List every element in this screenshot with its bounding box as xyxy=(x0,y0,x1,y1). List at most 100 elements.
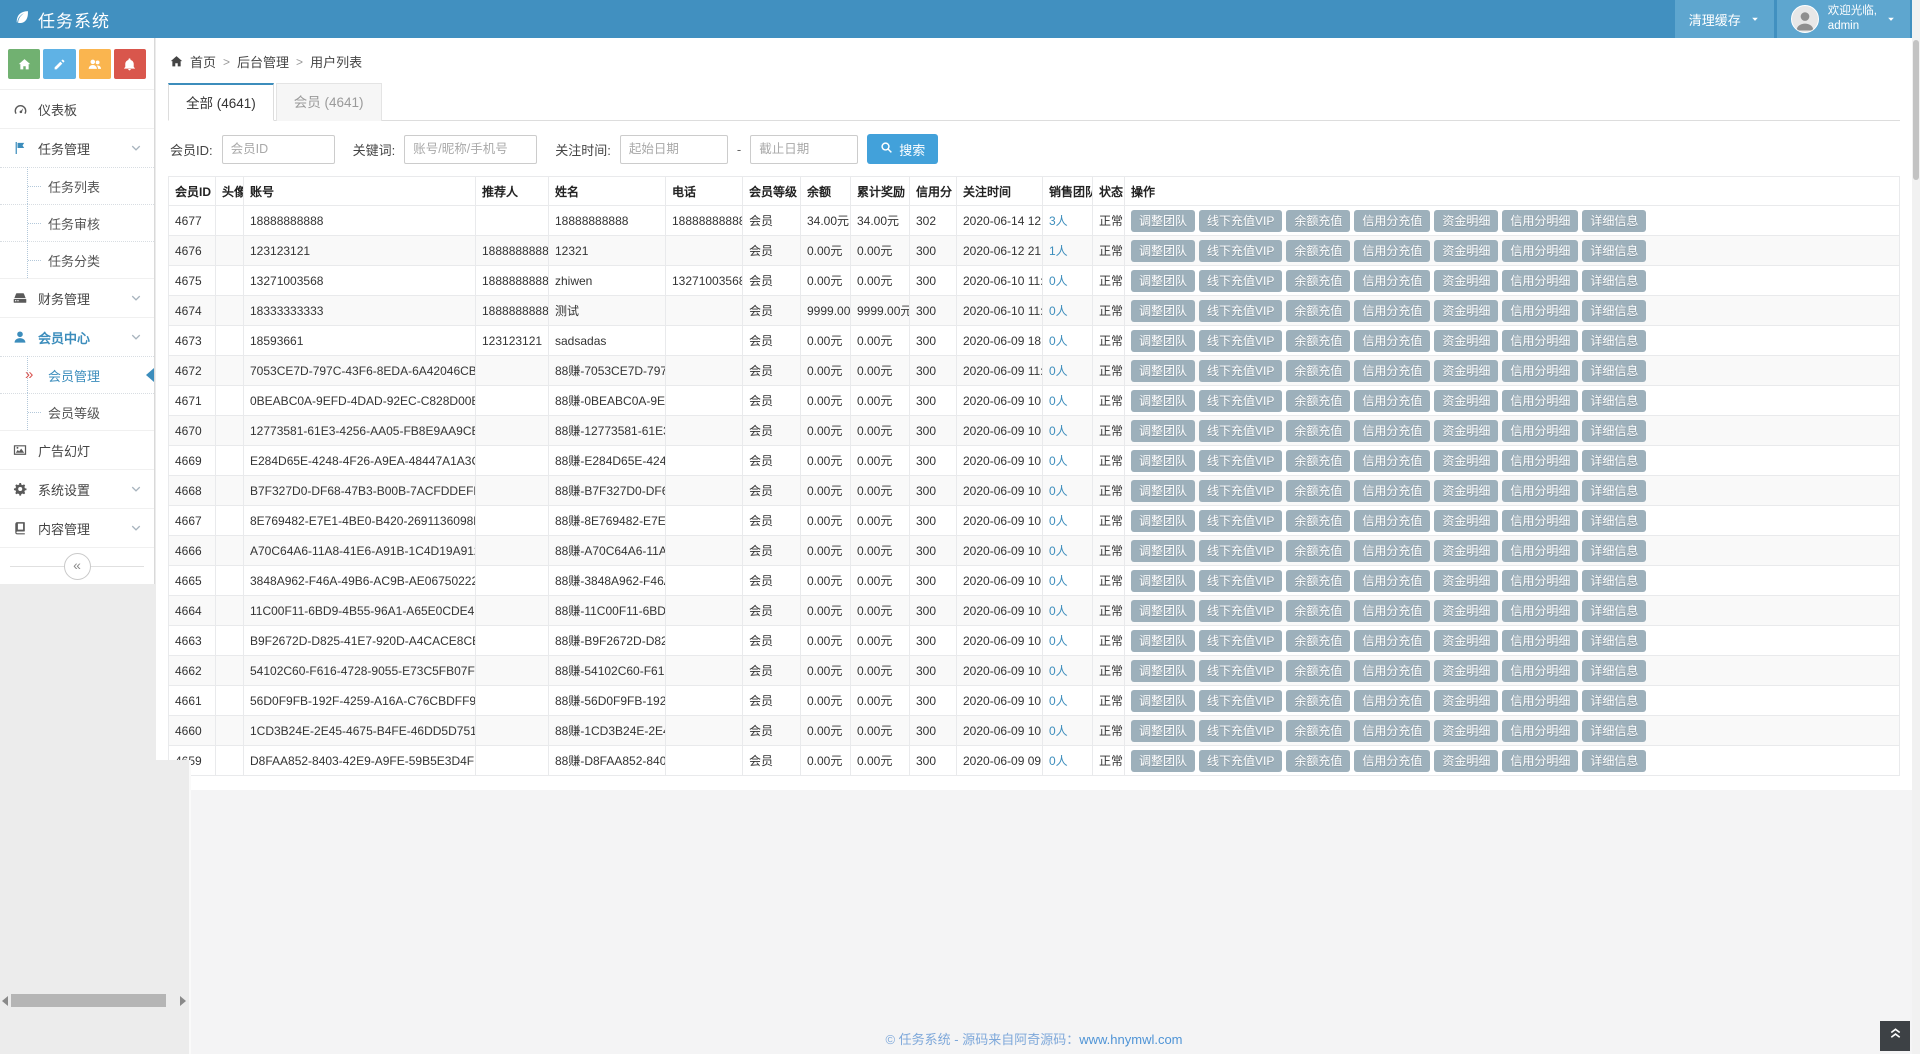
action-button[interactable]: 余额充值 xyxy=(1286,359,1351,382)
action-button[interactable]: 余额充值 xyxy=(1286,449,1351,472)
action-button[interactable]: 调整团队 xyxy=(1131,299,1196,322)
action-button[interactable]: 信用分充值 xyxy=(1354,239,1431,262)
action-button[interactable]: 余额充值 xyxy=(1286,509,1351,532)
action-button[interactable]: 详细信息 xyxy=(1582,359,1647,382)
action-button[interactable]: 详细信息 xyxy=(1582,269,1647,292)
action-button[interactable]: 信用分充值 xyxy=(1354,329,1431,352)
breadcrumb-admin[interactable]: 后台管理 xyxy=(237,55,290,70)
sales-team-link[interactable]: 0人 xyxy=(1049,754,1068,768)
action-button[interactable]: 信用分充值 xyxy=(1354,209,1431,232)
action-button[interactable]: 信用分明细 xyxy=(1502,569,1579,592)
action-button[interactable]: 详细信息 xyxy=(1582,629,1647,652)
action-button[interactable]: 资金明细 xyxy=(1434,329,1499,352)
action-button[interactable]: 线下充值VIP xyxy=(1199,659,1283,682)
action-button[interactable]: 余额充值 xyxy=(1286,749,1351,772)
sidebar-item-task-review[interactable]: 任务审核 xyxy=(0,204,154,241)
action-button[interactable]: 余额充值 xyxy=(1286,209,1351,232)
sales-team-link[interactable]: 0人 xyxy=(1049,694,1068,708)
action-button[interactable]: 线下充值VIP xyxy=(1199,509,1283,532)
footer-site-link[interactable]: www.hnymwl.com xyxy=(1079,1032,1183,1047)
action-button[interactable]: 资金明细 xyxy=(1434,659,1499,682)
sidebar-item-member-center[interactable]: 会员中心 xyxy=(0,317,154,356)
action-button[interactable]: 信用分明细 xyxy=(1502,299,1579,322)
sales-team-link[interactable]: 0人 xyxy=(1049,544,1068,558)
action-button[interactable]: 详细信息 xyxy=(1582,659,1647,682)
action-button[interactable]: 线下充值VIP xyxy=(1199,239,1283,262)
notifications-button[interactable] xyxy=(113,49,146,79)
action-button[interactable]: 余额充值 xyxy=(1286,239,1351,262)
sales-team-link[interactable]: 0人 xyxy=(1049,394,1068,408)
tab-member[interactable]: 会员 (4641) xyxy=(275,83,382,121)
action-button[interactable]: 信用分明细 xyxy=(1502,629,1579,652)
sidebar-item-finance[interactable]: 财务管理 xyxy=(0,278,154,317)
scroll-right-arrow-icon[interactable] xyxy=(180,995,186,1006)
action-button[interactable]: 调整团队 xyxy=(1131,509,1196,532)
sidebar-item-dashboard[interactable]: 仪表板 xyxy=(0,89,154,128)
action-button[interactable]: 信用分充值 xyxy=(1354,509,1431,532)
action-button[interactable]: 详细信息 xyxy=(1582,299,1647,322)
action-button[interactable]: 线下充值VIP xyxy=(1199,569,1283,592)
action-button[interactable]: 余额充值 xyxy=(1286,719,1351,742)
action-button[interactable]: 调整团队 xyxy=(1131,239,1196,262)
action-button[interactable]: 线下充值VIP xyxy=(1199,629,1283,652)
action-button[interactable]: 详细信息 xyxy=(1582,539,1647,562)
action-button[interactable]: 余额充值 xyxy=(1286,329,1351,352)
tab-all[interactable]: 全部 (4641) xyxy=(168,83,274,121)
clear-cache-menu[interactable]: 清理缓存 xyxy=(1674,0,1774,38)
action-button[interactable]: 详细信息 xyxy=(1582,389,1647,412)
action-button[interactable]: 调整团队 xyxy=(1131,629,1196,652)
horizontal-scrollbar-thumb[interactable] xyxy=(11,994,166,1007)
action-button[interactable]: 信用分充值 xyxy=(1354,359,1431,382)
action-button[interactable]: 信用分明细 xyxy=(1502,329,1579,352)
action-button[interactable]: 线下充值VIP xyxy=(1199,269,1283,292)
action-button[interactable]: 信用分明细 xyxy=(1502,599,1579,622)
sidebar-item-member-manage[interactable]: » 会员管理 xyxy=(0,356,154,393)
action-button[interactable]: 调整团队 xyxy=(1131,689,1196,712)
action-button[interactable]: 信用分充值 xyxy=(1354,419,1431,442)
action-button[interactable]: 资金明细 xyxy=(1434,509,1499,532)
action-button[interactable]: 详细信息 xyxy=(1582,419,1647,442)
action-button[interactable]: 信用分充值 xyxy=(1354,569,1431,592)
action-button[interactable]: 资金明细 xyxy=(1434,299,1499,322)
action-button[interactable]: 信用分充值 xyxy=(1354,749,1431,772)
sales-team-link[interactable]: 0人 xyxy=(1049,454,1068,468)
action-button[interactable]: 资金明细 xyxy=(1434,689,1499,712)
action-button[interactable]: 线下充值VIP xyxy=(1199,749,1283,772)
action-button[interactable]: 线下充值VIP xyxy=(1199,539,1283,562)
action-button[interactable]: 信用分明细 xyxy=(1502,239,1579,262)
sidebar-item-task-list[interactable]: 任务列表 xyxy=(0,167,154,204)
action-button[interactable]: 资金明细 xyxy=(1434,539,1499,562)
action-button[interactable]: 资金明细 xyxy=(1434,569,1499,592)
back-to-top-button[interactable] xyxy=(1880,1021,1910,1051)
action-button[interactable]: 信用分明细 xyxy=(1502,749,1579,772)
action-button[interactable]: 信用分明细 xyxy=(1502,269,1579,292)
action-button[interactable]: 信用分明细 xyxy=(1502,719,1579,742)
sidebar-item-content-manage[interactable]: 内容管理 xyxy=(0,508,154,547)
action-button[interactable]: 调整团队 xyxy=(1131,329,1196,352)
action-button[interactable]: 余额充值 xyxy=(1286,689,1351,712)
action-button[interactable]: 资金明细 xyxy=(1434,209,1499,232)
action-button[interactable]: 资金明细 xyxy=(1434,269,1499,292)
sales-team-link[interactable]: 0人 xyxy=(1049,364,1068,378)
action-button[interactable]: 资金明细 xyxy=(1434,599,1499,622)
sidebar-item-member-level[interactable]: 会员等级 xyxy=(0,393,154,430)
action-button[interactable]: 资金明细 xyxy=(1434,719,1499,742)
action-button[interactable]: 余额充值 xyxy=(1286,299,1351,322)
sales-team-link[interactable]: 0人 xyxy=(1049,274,1068,288)
action-button[interactable]: 详细信息 xyxy=(1582,689,1647,712)
breadcrumb-home[interactable]: 首页 xyxy=(190,55,217,70)
sales-team-link[interactable]: 0人 xyxy=(1049,574,1068,588)
action-button[interactable]: 资金明细 xyxy=(1434,749,1499,772)
action-button[interactable]: 详细信息 xyxy=(1582,749,1647,772)
action-button[interactable]: 信用分明细 xyxy=(1502,209,1579,232)
action-button[interactable]: 余额充值 xyxy=(1286,479,1351,502)
sales-team-link[interactable]: 0人 xyxy=(1049,304,1068,318)
action-button[interactable]: 调整团队 xyxy=(1131,539,1196,562)
action-button[interactable]: 详细信息 xyxy=(1582,509,1647,532)
action-button[interactable]: 调整团队 xyxy=(1131,389,1196,412)
sales-team-link[interactable]: 0人 xyxy=(1049,604,1068,618)
action-button[interactable]: 余额充值 xyxy=(1286,599,1351,622)
action-button[interactable]: 余额充值 xyxy=(1286,569,1351,592)
user-menu[interactable]: 欢迎光临, admin xyxy=(1776,0,1910,38)
action-button[interactable]: 详细信息 xyxy=(1582,479,1647,502)
